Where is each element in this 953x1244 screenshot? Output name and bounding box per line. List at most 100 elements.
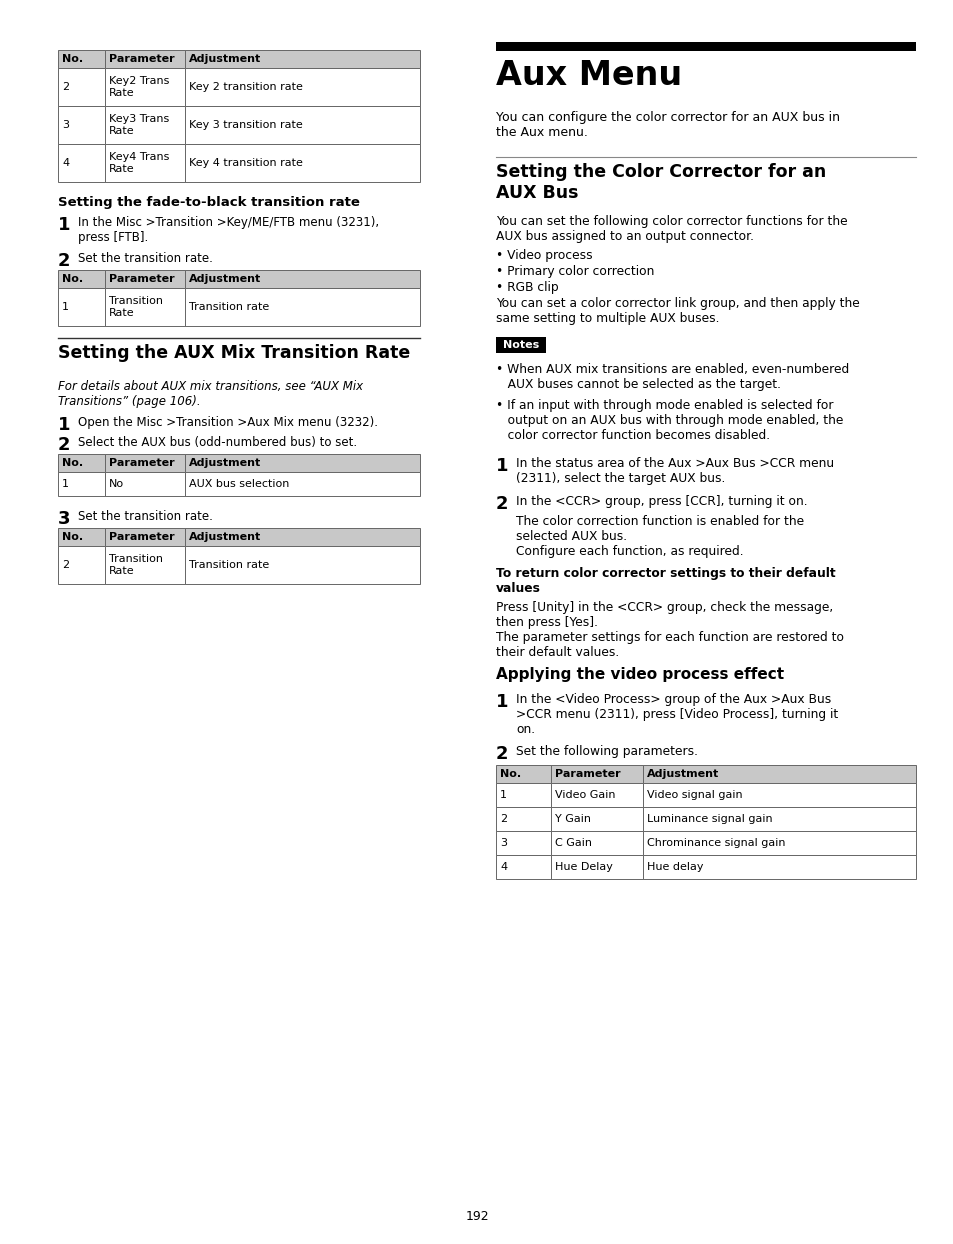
Text: You can set a color corrector link group, and then apply the
same setting to mul: You can set a color corrector link group…	[496, 297, 859, 325]
Text: In the <Video Process> group of the Aux >Aux Bus
>CCR menu (2311), press [Video : In the <Video Process> group of the Aux …	[516, 693, 838, 736]
Bar	[58, 546, 105, 583]
Text: Key 2 transition rate: Key 2 transition rate	[189, 82, 302, 92]
Text: Aux Menu: Aux Menu	[496, 58, 681, 92]
Text: Key 3 transition rate: Key 3 transition rate	[189, 119, 302, 131]
Text: No.: No.	[499, 769, 520, 779]
Bar	[185, 270, 419, 289]
Text: 1: 1	[496, 693, 508, 712]
Bar	[496, 807, 550, 831]
Text: You can configure the color corrector for an AUX bus in
the Aux menu.: You can configure the color corrector fo…	[496, 111, 840, 139]
Bar	[642, 831, 915, 855]
Bar	[496, 765, 550, 782]
Text: Parameter: Parameter	[109, 274, 174, 284]
Bar	[105, 106, 185, 144]
Text: • Primary color correction: • Primary color correction	[496, 265, 654, 277]
Text: Luminance signal gain: Luminance signal gain	[646, 814, 772, 824]
Text: Press [Unity] in the <CCR> group, check the message,
then press [Yes].
The param: Press [Unity] in the <CCR> group, check …	[496, 601, 843, 659]
Text: For details about AUX mix transitions, see “AUX Mix
Transitions” (page 106).: For details about AUX mix transitions, s…	[58, 379, 363, 408]
Bar	[58, 289, 105, 326]
Text: 2: 2	[496, 745, 508, 763]
Bar	[496, 782, 550, 807]
Bar	[185, 289, 419, 326]
Text: No.: No.	[62, 458, 83, 468]
Text: Transition rate: Transition rate	[189, 560, 269, 570]
Bar	[105, 471, 185, 496]
Bar	[642, 855, 915, 880]
Text: AUX bus selection: AUX bus selection	[189, 479, 289, 489]
Text: • Video process: • Video process	[496, 249, 592, 262]
Text: Key2 Trans
Rate: Key2 Trans Rate	[109, 76, 170, 98]
Text: Set the transition rate.: Set the transition rate.	[78, 510, 213, 522]
Text: Setting the Color Corrector for an
AUX Bus: Setting the Color Corrector for an AUX B…	[496, 163, 825, 202]
Bar	[496, 831, 550, 855]
Bar	[550, 855, 642, 880]
Text: Setting the AUX Mix Transition Rate: Setting the AUX Mix Transition Rate	[58, 345, 410, 362]
Bar	[185, 144, 419, 182]
Bar	[550, 807, 642, 831]
Text: Adjustment: Adjustment	[189, 53, 261, 63]
Text: Applying the video process effect: Applying the video process effect	[496, 667, 783, 682]
Text: • When AUX mix transitions are enabled, even-numbered
   AUX buses cannot be sel: • When AUX mix transitions are enabled, …	[496, 363, 848, 391]
Text: Key4 Trans
Rate: Key4 Trans Rate	[109, 152, 170, 174]
Text: C Gain: C Gain	[554, 838, 591, 848]
Bar	[58, 50, 105, 68]
Text: Video signal gain: Video signal gain	[646, 790, 741, 800]
Text: 1: 1	[62, 302, 69, 312]
Bar	[58, 270, 105, 289]
Text: 3: 3	[62, 119, 69, 131]
Bar	[105, 546, 185, 583]
Text: No.: No.	[62, 274, 83, 284]
Bar	[496, 855, 550, 880]
Text: Y Gain: Y Gain	[554, 814, 590, 824]
Text: Setting the fade-to-black transition rate: Setting the fade-to-black transition rat…	[58, 197, 359, 209]
Text: 192: 192	[465, 1209, 488, 1223]
Bar	[496, 337, 545, 353]
Text: 1: 1	[58, 415, 71, 434]
Text: Notes: Notes	[502, 340, 538, 350]
Text: Adjustment: Adjustment	[189, 274, 261, 284]
Text: • If an input with through mode enabled is selected for
   output on an AUX bus : • If an input with through mode enabled …	[496, 399, 842, 442]
Bar	[105, 527, 185, 546]
Bar	[642, 765, 915, 782]
Bar	[58, 68, 105, 106]
Bar	[58, 454, 105, 471]
Text: Adjustment: Adjustment	[189, 532, 261, 542]
Bar	[496, 42, 915, 51]
Text: Hue Delay: Hue Delay	[554, 862, 612, 872]
Text: Key3 Trans
Rate: Key3 Trans Rate	[109, 114, 169, 136]
Text: Transition rate: Transition rate	[189, 302, 269, 312]
Text: Set the transition rate.: Set the transition rate.	[78, 253, 213, 265]
Text: Adjustment: Adjustment	[646, 769, 719, 779]
Text: 1: 1	[496, 457, 508, 475]
Text: You can set the following color corrector functions for the
AUX bus assigned to : You can set the following color correcto…	[496, 215, 846, 243]
Text: 3: 3	[499, 838, 506, 848]
Text: • RGB clip: • RGB clip	[496, 281, 558, 294]
Text: Key 4 transition rate: Key 4 transition rate	[189, 158, 302, 168]
Bar	[105, 289, 185, 326]
Text: Parameter: Parameter	[109, 458, 174, 468]
Text: No.: No.	[62, 532, 83, 542]
Bar	[58, 144, 105, 182]
Text: Hue delay: Hue delay	[646, 862, 702, 872]
Text: No: No	[109, 479, 124, 489]
Bar	[185, 68, 419, 106]
Text: Chrominance signal gain: Chrominance signal gain	[646, 838, 784, 848]
Bar	[105, 270, 185, 289]
Text: No.: No.	[62, 53, 83, 63]
Bar	[550, 831, 642, 855]
Text: Parameter: Parameter	[554, 769, 619, 779]
Text: 4: 4	[499, 862, 507, 872]
Bar	[185, 527, 419, 546]
Text: In the <CCR> group, press [CCR], turning it on.: In the <CCR> group, press [CCR], turning…	[516, 495, 807, 508]
Bar	[58, 106, 105, 144]
Text: 2: 2	[58, 435, 71, 454]
Text: 4: 4	[62, 158, 69, 168]
Bar	[105, 68, 185, 106]
Bar	[185, 50, 419, 68]
Bar	[642, 807, 915, 831]
Text: Video Gain: Video Gain	[554, 790, 615, 800]
Text: 1: 1	[62, 479, 69, 489]
Bar	[185, 454, 419, 471]
Text: 2: 2	[62, 82, 69, 92]
Text: To return color corrector settings to their default
values: To return color corrector settings to th…	[496, 567, 835, 595]
